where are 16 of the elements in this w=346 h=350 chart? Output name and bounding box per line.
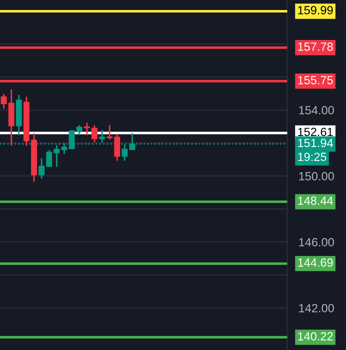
ref-line-label: 144.69 [298,258,333,267]
ref-line-label: 159.99 [298,6,333,14]
ref-line-label: 157.78 [298,42,333,51]
candlestick [84,122,90,136]
y-tick-label: 146.00 [299,238,334,246]
ref-line-label: 140.22 [298,332,333,340]
ref-line-label: 155.75 [298,76,333,84]
y-tick-label: 142.00 [299,304,334,312]
candlestick [91,124,98,144]
ref-line-label: 151.94 [298,138,333,148]
ref-line-label: 152.61 [298,128,333,136]
candlestick [99,129,105,144]
y-tick-label: 154.00 [299,106,334,114]
y-tick-label: 150.00 [299,172,334,180]
text: 19:25 [298,152,326,162]
ref-line-label: 148.44 [298,196,333,205]
